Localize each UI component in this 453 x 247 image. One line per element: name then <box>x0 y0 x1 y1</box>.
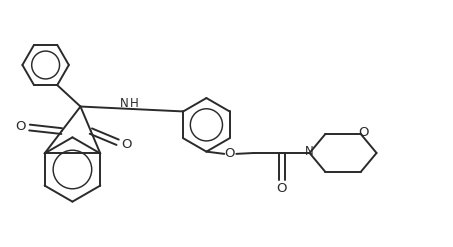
Text: O: O <box>277 182 287 195</box>
Text: O: O <box>358 126 368 139</box>
Text: O: O <box>121 138 132 151</box>
Text: H: H <box>130 97 139 110</box>
Text: O: O <box>224 147 235 160</box>
Text: O: O <box>15 120 26 133</box>
Text: N: N <box>120 97 129 110</box>
Text: N: N <box>305 145 314 158</box>
